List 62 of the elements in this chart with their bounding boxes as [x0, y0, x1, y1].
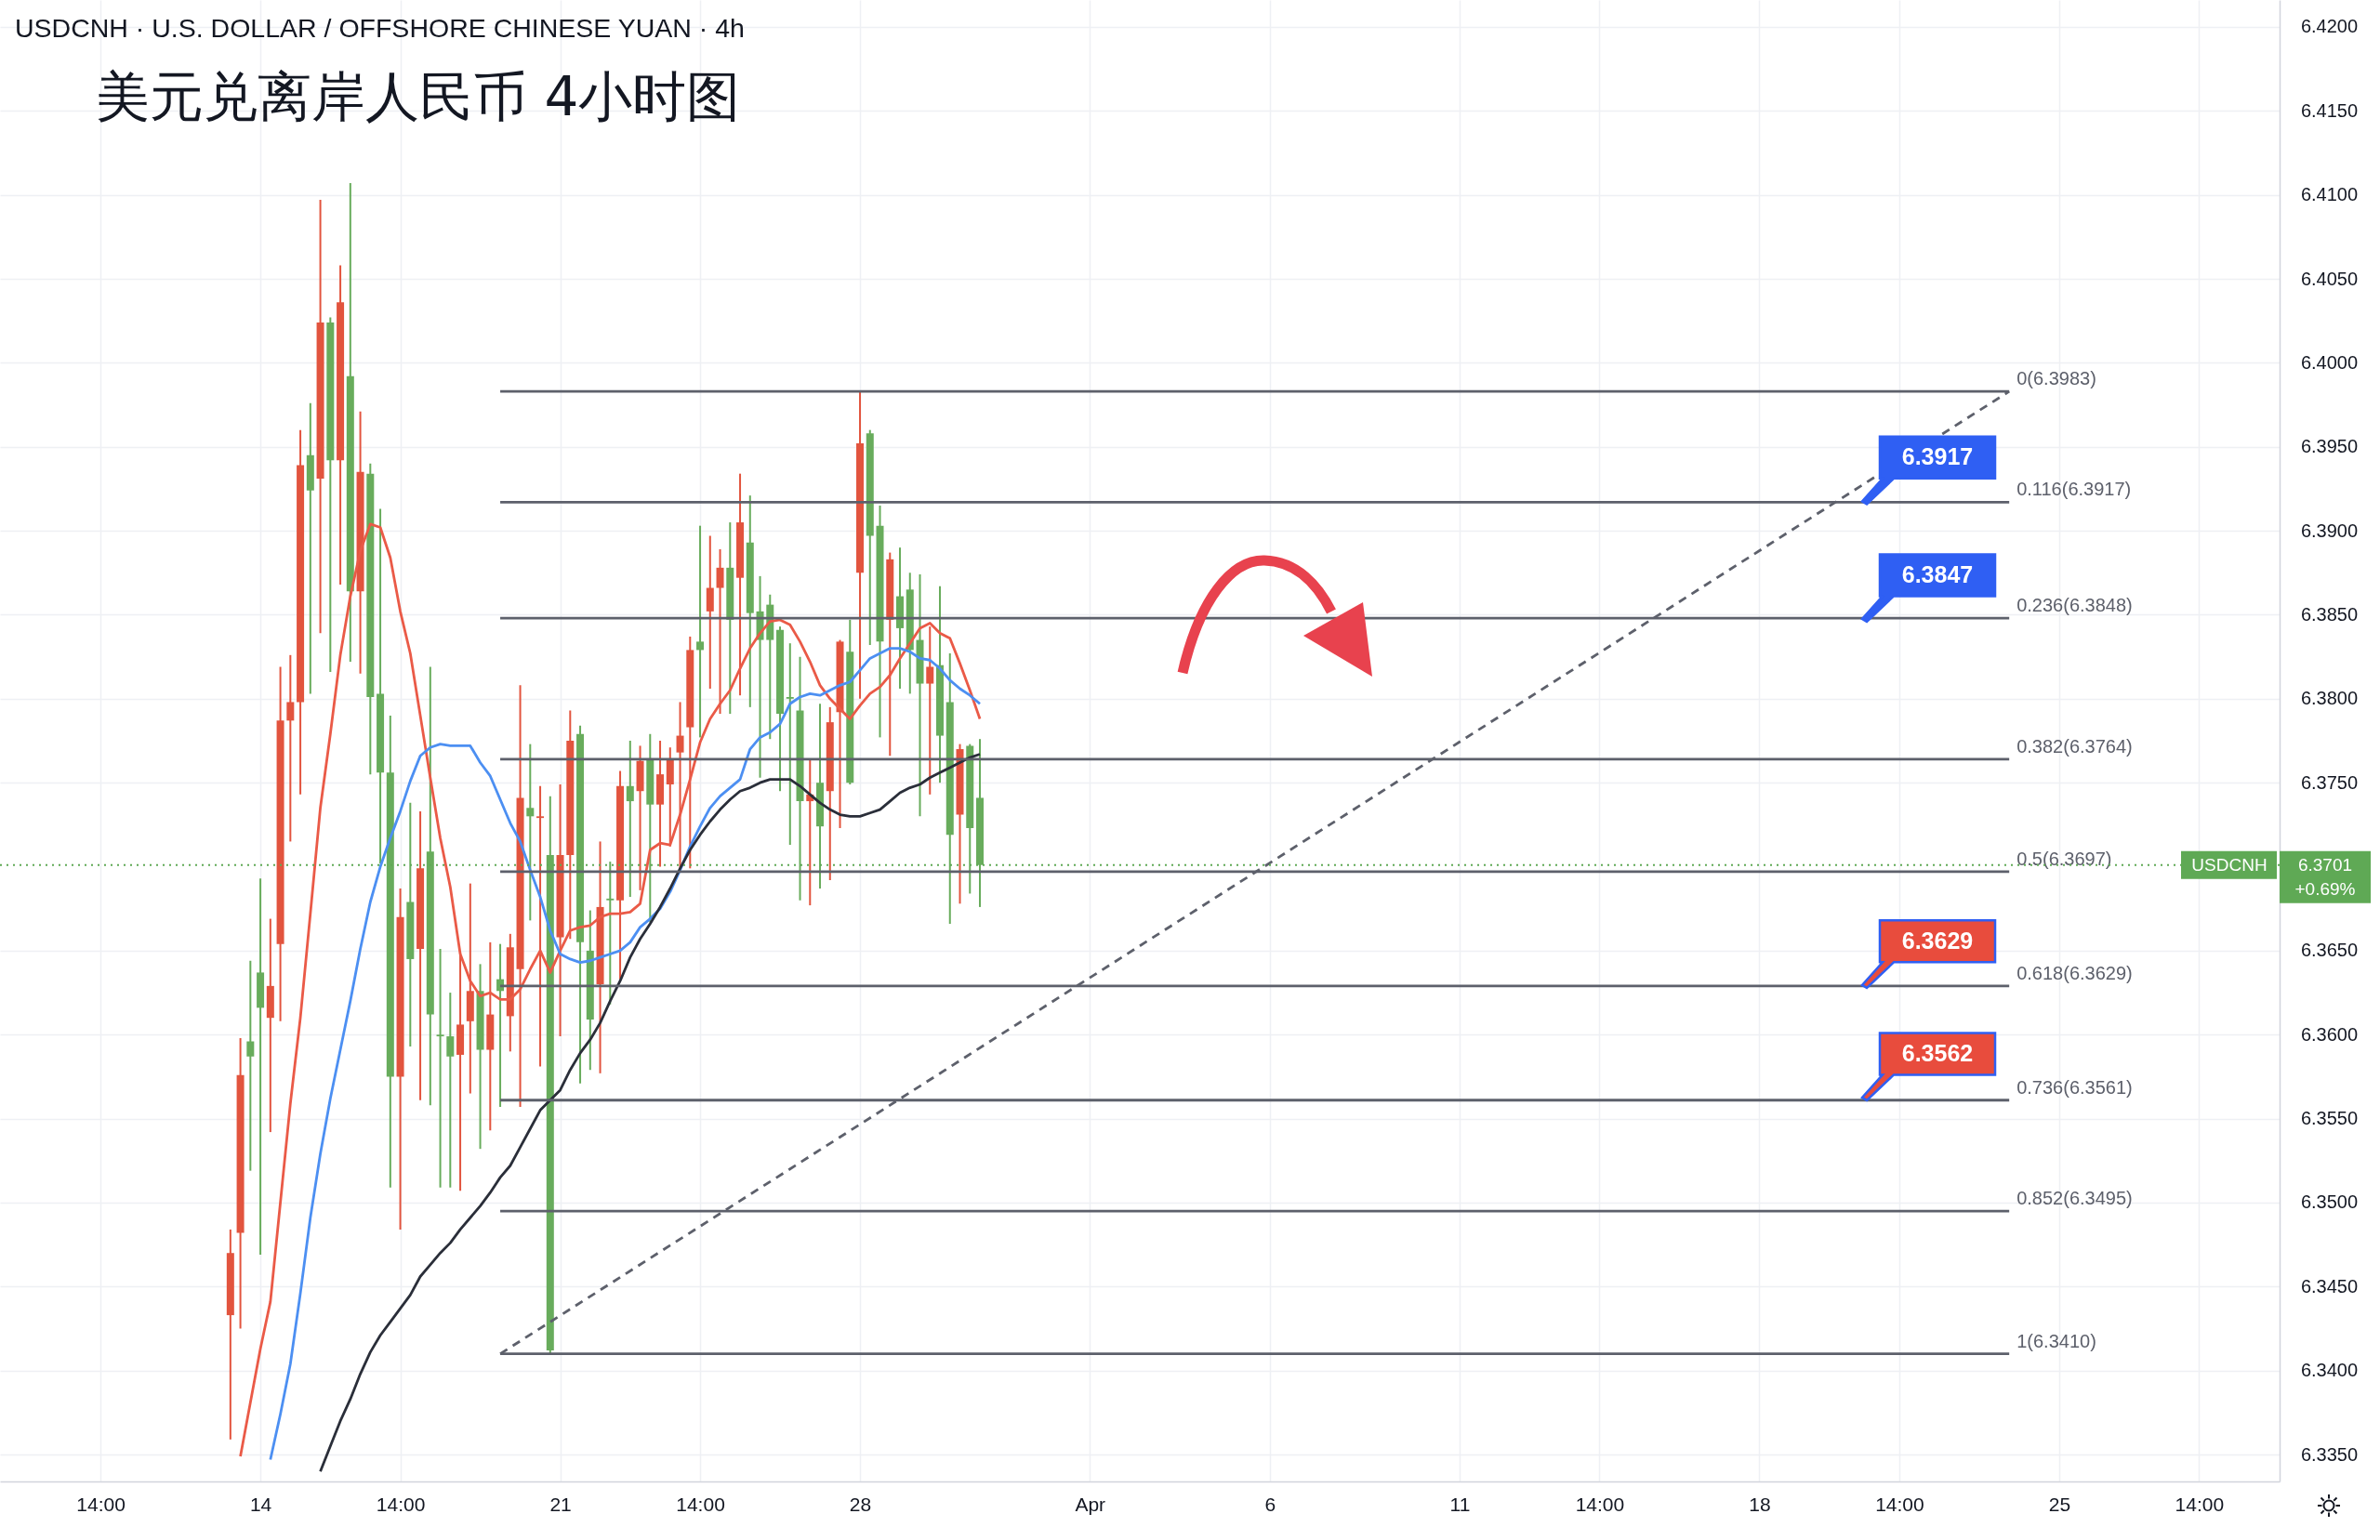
y-tick-label: 6.3950 — [2300, 436, 2359, 457]
text: 6.3701 — [2297, 854, 2353, 875]
text: +0.69% — [2294, 878, 2356, 899]
x-tick-label: 21 — [549, 1493, 572, 1515]
series-label: 0.236(6.3848) — [2016, 595, 2133, 616]
y-tick-label: 6.3350 — [2300, 1443, 2359, 1465]
series-label: 0.5(6.3697) — [2016, 848, 2112, 869]
series-label: 0.618(6.3629) — [2016, 962, 2133, 983]
annotation: 6.3847 — [1901, 560, 1974, 587]
x-tick-label: 6 — [1264, 1493, 1276, 1515]
y-tick-label: 6.3750 — [2300, 771, 2359, 793]
y-tick-label: 6.3800 — [2300, 688, 2359, 709]
series-label: 0.852(6.3495) — [2016, 1188, 2133, 1209]
text: 美元兑离岸人民币 4小时图 — [96, 65, 741, 128]
y-tick-label: 6.3600 — [2300, 1023, 2359, 1045]
candlestick — [436, 948, 444, 1189]
series-label: 0.382(6.3764) — [2016, 735, 2133, 757]
ref-line-label: USDCNH — [2191, 854, 2268, 875]
series-label: 0(6.3983) — [2016, 368, 2096, 389]
y-tick-label: 6.3850 — [2300, 603, 2359, 625]
x-tick-label: 14:00 — [2175, 1493, 2225, 1515]
line-series — [319, 753, 982, 1473]
y-tick-label: 6.4150 — [2300, 99, 2359, 121]
x-tick-label: 28 — [849, 1493, 872, 1515]
x-tick-label: 25 — [2048, 1493, 2071, 1515]
annotation: 6.3562 — [1901, 1039, 1974, 1066]
series-label: 0.736(6.3561) — [2016, 1076, 2133, 1098]
annotation: 6.3629 — [1901, 927, 1974, 954]
y-tick-label: 6.4200 — [2300, 16, 2359, 37]
x-tick-label: 11 — [1449, 1493, 1471, 1515]
x-tick-label: 18 — [1749, 1493, 1771, 1515]
y-tick-label: 6.3400 — [2300, 1360, 2359, 1381]
candlestick — [716, 547, 724, 716]
x-tick-label: 14:00 — [376, 1493, 426, 1515]
series-label: 1(6.3410) — [2016, 1330, 2096, 1351]
candlestick — [536, 784, 545, 1068]
candlestick — [786, 642, 794, 847]
candlestick — [286, 653, 295, 843]
candlestick — [926, 625, 934, 796]
y-tick-label: 6.4100 — [2300, 184, 2359, 205]
x-tick-label: Apr — [1075, 1493, 1106, 1515]
y-tick-label: 6.3450 — [2300, 1275, 2359, 1296]
candlestick — [696, 524, 705, 739]
candlestick — [446, 992, 455, 1189]
y-tick-label: 6.3900 — [2300, 520, 2359, 541]
x-tick-label: 14 — [249, 1493, 272, 1515]
x-tick-label: 14:00 — [1875, 1493, 1924, 1515]
line-series — [269, 647, 982, 1461]
x-tick-label: 14:00 — [1575, 1493, 1625, 1515]
candlestick — [246, 959, 255, 1172]
y-tick-label: 6.3500 — [2300, 1191, 2359, 1213]
annotation: 6.3917 — [1901, 443, 1974, 470]
candlestick — [257, 877, 265, 1257]
y-tick-label: 6.3650 — [2300, 940, 2359, 961]
y-tick-label: 6.4000 — [2300, 351, 2359, 373]
y-tick-label: 6.3550 — [2300, 1108, 2359, 1129]
text: USDCNH · U.S. DOLLAR / OFFSHORE CHINESE YUAN · 4h — [15, 13, 745, 43]
x-tick-label: 14:00 — [76, 1493, 126, 1515]
candlestick — [306, 401, 314, 695]
y-tick-label: 6.4050 — [2300, 268, 2359, 289]
series-label: 0.116(6.3917) — [2016, 479, 2132, 500]
x-tick-label: 14:00 — [676, 1493, 725, 1515]
